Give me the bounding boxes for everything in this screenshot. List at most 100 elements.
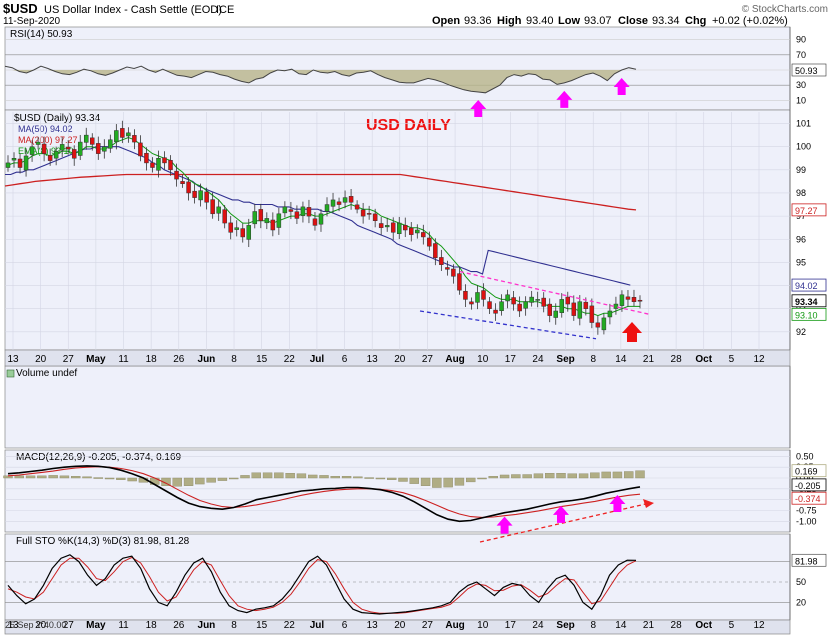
candle-body bbox=[162, 157, 167, 164]
candle-body bbox=[577, 301, 583, 319]
rsi-line bbox=[4, 65, 637, 94]
candle-body bbox=[541, 297, 546, 307]
candle-body bbox=[41, 143, 47, 154]
candle-body bbox=[234, 227, 239, 230]
date-tick-label: 5 bbox=[729, 354, 735, 365]
bottom-date-tick-label: May bbox=[86, 620, 106, 631]
candle-body bbox=[589, 305, 595, 323]
candle-body bbox=[348, 196, 354, 203]
candle-body bbox=[607, 310, 613, 318]
channel-bottom-line bbox=[419, 310, 597, 340]
volume-legend-swatch bbox=[6, 369, 15, 378]
candle-body bbox=[23, 155, 29, 171]
candle-body bbox=[354, 204, 360, 210]
chg-value: +0.02 (+0.02%) bbox=[712, 15, 788, 27]
macd-value-box bbox=[791, 478, 827, 492]
ma200-line bbox=[4, 173, 637, 211]
macd-histogram-bar bbox=[262, 472, 273, 479]
macd-value-box bbox=[791, 464, 827, 478]
rsi-panel: RSI(14) 50.93 103050709050.93 bbox=[4, 29, 827, 118]
candle-body bbox=[403, 224, 408, 231]
macd-histogram-bar bbox=[127, 477, 137, 482]
brand-watermark: © StockCharts.com bbox=[742, 4, 828, 15]
price-axis-label: 93.34 bbox=[795, 297, 818, 307]
macd-histogram-bar bbox=[116, 477, 126, 480]
candle-body bbox=[71, 149, 77, 159]
chg-label: Chg bbox=[685, 15, 706, 27]
price-title: $USD (Daily) 93.34 bbox=[14, 113, 101, 124]
candle-body bbox=[294, 211, 300, 219]
macd-histogram-bar bbox=[375, 477, 386, 480]
instrument-name: US Dollar Index - Cash Settle (EOD) bbox=[44, 4, 222, 16]
candle-body bbox=[439, 257, 444, 265]
macd-panel: MACD(12,26,9) -0.205, -0.374, 0.169 0.50… bbox=[3, 451, 827, 543]
candle-body bbox=[342, 197, 348, 203]
price-axis-label: 97.27 bbox=[795, 206, 818, 216]
candle-body bbox=[318, 213, 324, 225]
macd-histogram-bar bbox=[432, 477, 442, 488]
bottom-date-axis-band bbox=[4, 619, 791, 635]
low-value: 93.07 bbox=[584, 15, 612, 27]
date-tick-label: 8 bbox=[590, 354, 596, 365]
candle-body bbox=[288, 209, 294, 212]
bottom-date-tick-label: 8 bbox=[231, 620, 237, 631]
rsi-title: RSI(14) 50.93 bbox=[10, 29, 73, 40]
bottom-date-tick-label: Aug bbox=[445, 620, 464, 631]
panel-frame-sto bbox=[4, 533, 791, 621]
candle-body bbox=[96, 143, 101, 154]
macd-histogram-bar bbox=[25, 475, 36, 479]
candle-body bbox=[625, 296, 631, 300]
candle-body bbox=[59, 144, 65, 151]
macd-histogram-bar bbox=[556, 473, 566, 479]
candle-body bbox=[366, 213, 372, 215]
usd-daily-annotation: USD DAILY bbox=[366, 117, 451, 134]
date-tick-label: 11 bbox=[118, 354, 129, 365]
price-tick-label: 101 bbox=[796, 119, 811, 129]
candle-body bbox=[258, 209, 264, 221]
date-tick-label: Aug bbox=[445, 354, 464, 365]
price-axis-label: 94.02 bbox=[795, 281, 818, 291]
candle-body bbox=[90, 137, 95, 145]
macd-histogram-bar bbox=[635, 470, 645, 479]
macd-histogram-bar bbox=[82, 476, 92, 479]
macd-histogram-bar bbox=[48, 475, 58, 479]
bottom-date-tick-label: 15 bbox=[256, 620, 268, 631]
candle-body bbox=[451, 268, 456, 277]
macd-histogram-bar bbox=[319, 475, 329, 479]
close-label: Close bbox=[618, 15, 648, 27]
candle-body bbox=[216, 206, 221, 214]
date-tick-label: 20 bbox=[394, 354, 406, 365]
date-tick-label: 28 bbox=[671, 354, 683, 365]
date-tick-label: Jul bbox=[310, 354, 325, 365]
date-tick-label: 14 bbox=[615, 354, 627, 365]
candle-body bbox=[384, 225, 390, 228]
sto-value-label: 81.98 bbox=[795, 556, 818, 566]
panel-frame-vol bbox=[4, 365, 791, 449]
crosshair-readout: 25 Sep Y:40.00 bbox=[5, 620, 66, 630]
price-label-box bbox=[791, 203, 827, 217]
bottom-date-tick-label: 5 bbox=[729, 620, 735, 631]
price-label-box bbox=[791, 294, 827, 308]
macd-histogram-bar bbox=[601, 471, 611, 479]
macd-histogram-bar bbox=[499, 474, 510, 479]
rsi-tick-label: 10 bbox=[796, 95, 806, 105]
macd-histogram-bar bbox=[364, 477, 374, 479]
candle-body bbox=[47, 155, 53, 161]
candle-body bbox=[330, 199, 336, 207]
ema8-line bbox=[7, 136, 640, 317]
rsi-tick-label: 70 bbox=[796, 50, 806, 60]
candle-body bbox=[529, 296, 534, 303]
candle-body bbox=[264, 218, 270, 224]
macd-trend-arrowhead bbox=[643, 499, 654, 508]
candle-body bbox=[595, 322, 601, 328]
high-value: 93.40 bbox=[526, 15, 554, 27]
candle-body bbox=[481, 290, 486, 300]
bottom-date-tick-label: 14 bbox=[615, 620, 627, 631]
open-label: Open bbox=[432, 15, 460, 27]
date-tick-label: 17 bbox=[505, 354, 517, 365]
rsi-pointer-arrow bbox=[556, 90, 573, 108]
macd-histogram-bar bbox=[477, 477, 487, 480]
macd-histogram-bar bbox=[353, 476, 363, 479]
price-label-box bbox=[791, 278, 827, 292]
macd-histogram-bar bbox=[285, 473, 295, 479]
